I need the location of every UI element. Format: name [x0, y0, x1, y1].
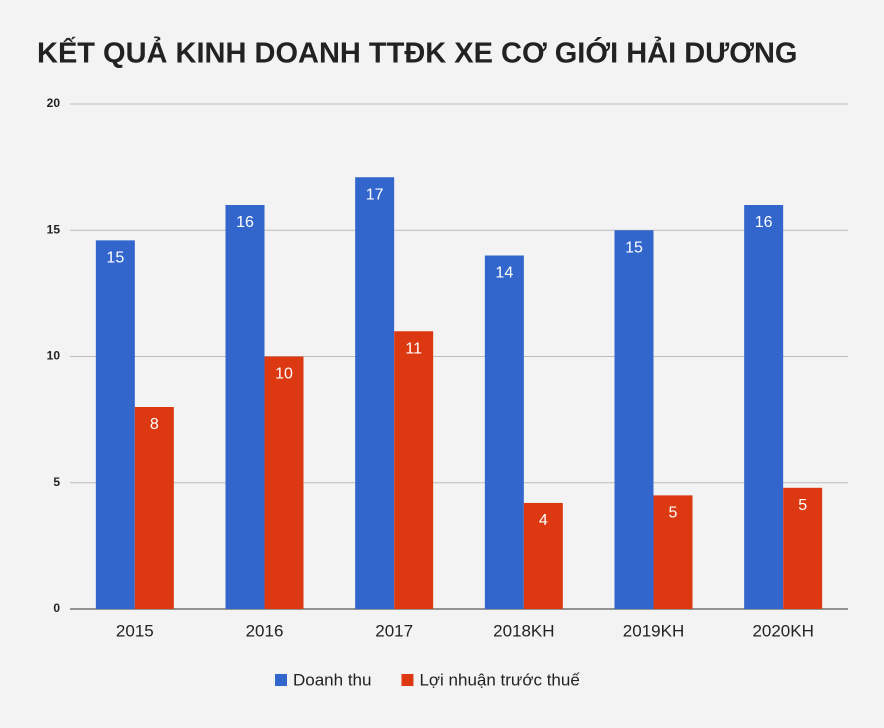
- data-label: 4: [539, 512, 548, 529]
- bar: [614, 230, 654, 609]
- legend-swatch: [401, 674, 414, 686]
- chart-title: KẾT QUẢ KINH DOANH TTĐK XE CƠ GIỚI HẢI D…: [37, 36, 797, 70]
- y-tick-label: 20: [47, 96, 61, 110]
- legend-swatch: [275, 674, 287, 686]
- bar: [134, 407, 174, 609]
- x-tick-label: 2019KH: [623, 621, 684, 640]
- x-tick-label: 2015: [116, 621, 154, 640]
- bar: [264, 356, 304, 609]
- data-label: 8: [150, 416, 159, 433]
- y-tick-label: 10: [47, 349, 61, 363]
- x-tick-label: 2018KH: [493, 621, 554, 640]
- bar: [355, 177, 395, 609]
- bar: [783, 487, 823, 609]
- bar: [653, 495, 693, 609]
- y-tick-label: 15: [47, 222, 61, 236]
- data-label: 16: [236, 214, 254, 231]
- y-tick-label: 5: [53, 475, 60, 489]
- data-label: 15: [106, 250, 124, 267]
- data-label: 16: [755, 214, 773, 231]
- data-label: 11: [405, 340, 422, 357]
- data-label: 10: [275, 366, 293, 383]
- bar: [484, 255, 524, 609]
- y-tick-label: 0: [53, 601, 60, 615]
- bar: [744, 205, 784, 609]
- legend-label: Lợi nhuận trước thuế: [419, 670, 580, 689]
- data-label: 5: [798, 497, 807, 514]
- data-label: 17: [366, 186, 384, 203]
- x-tick-label: 2017: [375, 621, 413, 640]
- data-label: 5: [669, 505, 678, 522]
- bar: [95, 240, 135, 609]
- bar: [225, 205, 265, 609]
- data-label: 14: [495, 265, 513, 282]
- x-tick-label: 2016: [246, 621, 284, 640]
- data-label: 15: [625, 239, 643, 256]
- bar: [394, 331, 434, 609]
- bar: [523, 502, 563, 609]
- x-tick-label: 2020KH: [752, 621, 813, 640]
- legend-label: Doanh thu: [293, 670, 371, 689]
